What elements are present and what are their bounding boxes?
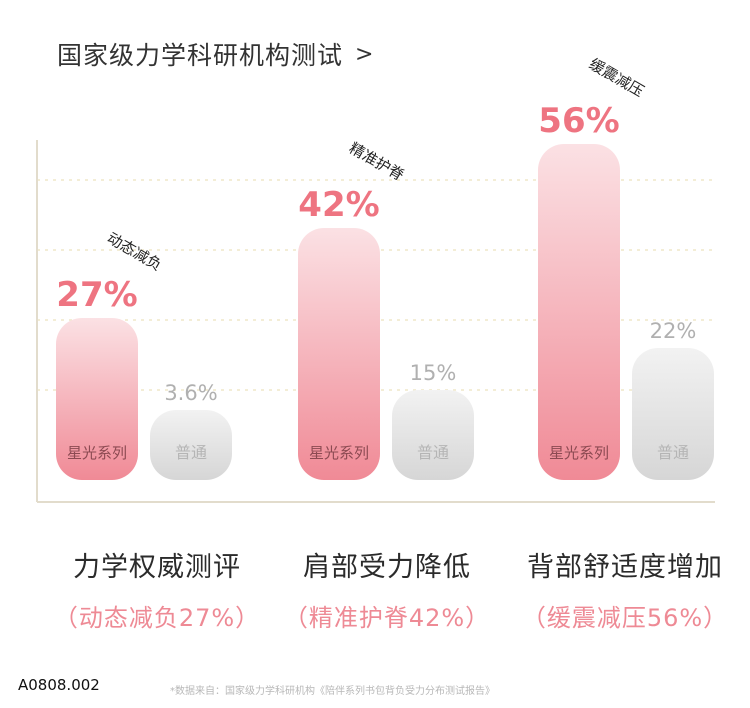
caption-group-3: 背部舒适度增加 （缓震减压56%） [500,545,750,633]
caption-group-1: 力学权威测评 （动态减负27%） [32,545,282,633]
bar-putong-3 [632,348,714,480]
bar-xingguang-1 [56,318,138,480]
chevron-right-icon[interactable]: > [355,41,375,67]
annotation-label: 精准护脊 [346,139,407,185]
value-label: 15% [410,361,457,385]
bar-putong-1 [150,410,232,480]
bar-series-label: 普通 [657,443,689,462]
chart-title-text: 国家级力学科研机构测试 [57,41,344,70]
bar-xingguang-3 [538,144,620,480]
bar-series-label: 普通 [417,443,449,462]
bar-series-label: 星光系列 [549,444,609,462]
bar-series-label: 普通 [175,443,207,462]
bar-series-label: 星光系列 [67,444,127,462]
bar-putong-2 [392,390,474,480]
value-label: 56% [538,101,619,141]
caption-sub: （精准护脊42%） [283,604,491,632]
caption-group-2: 肩部受力降低 （精准护脊42%） [262,545,512,633]
caption-main: 肩部受力降低 [303,552,471,583]
annotation-label: 缓震减压 [586,55,647,101]
source-note: *数据来自：国家级力学科研机构《陪伴系列书包背负受力分布测试报告》 [170,686,495,697]
caption-sub: （缓震减压56%） [521,604,729,632]
bar-series-label: 星光系列 [309,444,369,462]
value-label: 22% [650,319,697,343]
caption-sub: （动态减负27%） [53,604,261,632]
product-code: A0808.002 [18,676,100,694]
bar-xingguang-2 [298,228,380,480]
caption-main: 背部舒适度增加 [527,552,723,583]
value-label: 42% [298,185,379,225]
caption-main: 力学权威测评 [73,552,241,583]
value-label: 27% [56,275,137,315]
chart-title: 国家级力学科研机构测试 > [57,36,374,72]
value-label: 3.6% [164,381,217,405]
annotation-label: 动态减负 [104,229,165,275]
